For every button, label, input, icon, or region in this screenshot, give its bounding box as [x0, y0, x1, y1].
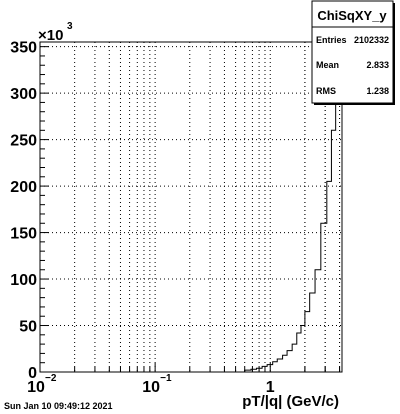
- x-axis-title: pT/|q| (GeV/c): [242, 393, 339, 410]
- histogram-bin: [310, 293, 315, 372]
- y-axis-ticks: 0 50 100 150 200 250 300 350: [10, 40, 49, 382]
- histogram-bin: [283, 355, 287, 372]
- y-tick-label: 350: [10, 40, 37, 57]
- y-tick-label: 250: [10, 133, 37, 150]
- y-multiplier-label: ×10: [38, 27, 63, 44]
- stats-entries-label: Entries: [316, 35, 347, 45]
- x-tick-label: 10: [27, 379, 45, 396]
- histogram-bin: [327, 181, 332, 372]
- stats-title: ChiSqXY_y: [317, 8, 387, 23]
- histogram-bin: [321, 223, 327, 372]
- histogram-bin: [331, 130, 335, 372]
- grid-lines: [40, 42, 342, 372]
- x-tick-label: 10: [142, 379, 160, 396]
- y-tick-label: 0: [28, 365, 37, 382]
- plot-frame: [39, 41, 343, 373]
- y-tick-label: 50: [19, 319, 37, 336]
- stats-rms-value: 1.238: [366, 86, 389, 96]
- x-tick-exponent: −2: [45, 373, 57, 384]
- stats-mean-value: 2.833: [366, 60, 389, 70]
- y-tick-label: 100: [10, 272, 37, 289]
- histogram-bin: [292, 344, 297, 372]
- histogram-bin: [315, 270, 321, 372]
- histogram-bin: [277, 359, 282, 372]
- histogram-outline: [244, 42, 343, 372]
- date-stamp: Sun Jan 10 09:49:12 2021: [4, 401, 113, 411]
- x-tick-exponent: −1: [160, 373, 172, 384]
- stats-mean-label: Mean: [316, 60, 339, 70]
- histogram-bin: [297, 333, 301, 372]
- y-tick-label: 200: [10, 179, 37, 196]
- histogram-bin: [305, 312, 310, 372]
- y-tick-label: 150: [10, 226, 37, 243]
- x-axis-ticks: 10−210−11: [27, 363, 341, 396]
- stats-rms-label: RMS: [316, 86, 336, 96]
- histogram-bars: [244, 42, 343, 372]
- histogram-bin: [287, 351, 292, 372]
- y-multiplier-exponent: 3: [67, 21, 73, 32]
- histogram-bin: [301, 326, 305, 372]
- stats-entries-value: 2102332: [354, 35, 389, 45]
- histogram-bin: [273, 362, 278, 372]
- x-tick-label: 1: [266, 379, 275, 396]
- y-tick-label: 300: [10, 86, 37, 103]
- stats-box: ChiSqXY_y Entries 2102332 Mean 2.833 RMS…: [311, 0, 395, 105]
